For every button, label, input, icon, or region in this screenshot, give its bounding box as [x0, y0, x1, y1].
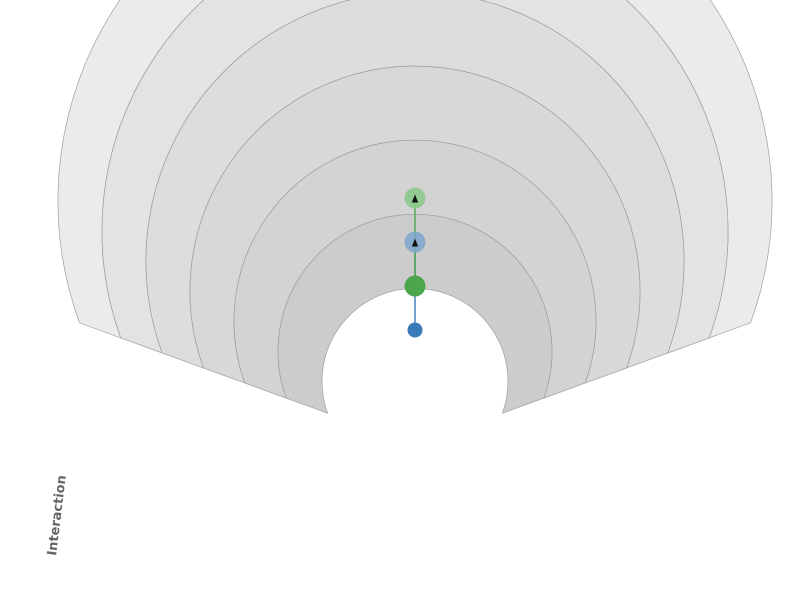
nodes-group	[404, 187, 426, 338]
axis-label: Interaction	[45, 474, 70, 556]
ring-band-1	[277, 213, 553, 414]
arrowhead-green-end	[411, 194, 419, 203]
ring-band-6	[57, 0, 773, 339]
rings-group	[57, 0, 773, 414]
node-blue-start	[407, 322, 423, 338]
node-green-start	[404, 275, 426, 297]
arrowhead-blue-end	[411, 238, 419, 247]
